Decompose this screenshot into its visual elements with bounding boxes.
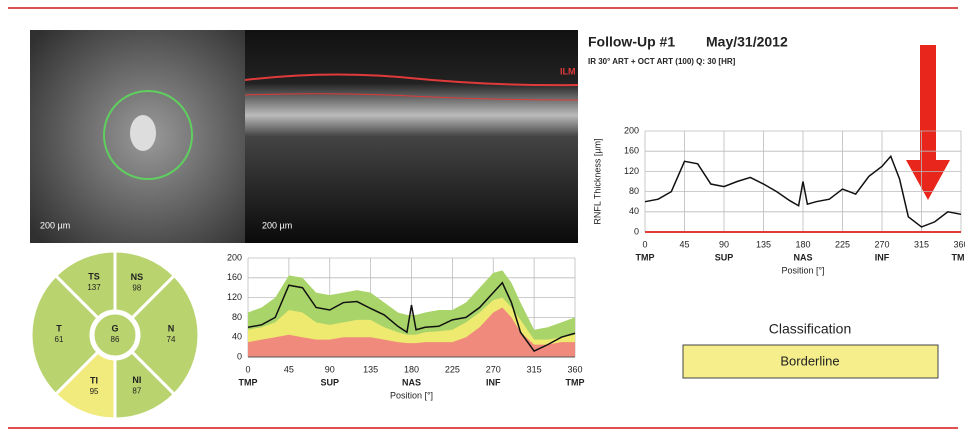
x-tick-label: 225 (445, 364, 460, 374)
x-tick-label: 90 (719, 239, 729, 249)
sector-label: NI (132, 375, 141, 385)
x-region-label: TMP (239, 377, 258, 387)
sector-value: 86 (111, 335, 120, 344)
data-line (247, 281, 576, 353)
x-axis-label: Position [°] (781, 265, 824, 275)
x-region-label: TMP (636, 252, 655, 262)
oct-scale: 200 µm (262, 220, 292, 230)
y-tick-label: 200 (227, 252, 242, 262)
sector (91, 311, 139, 359)
x-tick-label: 315 (914, 239, 929, 249)
x-tick-label: 90 (325, 364, 335, 374)
classification-label: Classification (769, 321, 851, 337)
y-tick-label: 120 (227, 292, 242, 302)
sector-value: 137 (87, 283, 101, 292)
x-region-label: TMP (566, 377, 585, 387)
x-tick-label: 135 (756, 239, 771, 249)
x-region-label: NAS (402, 377, 421, 387)
y-tick-label: 120 (624, 166, 639, 176)
arrow (906, 45, 950, 200)
x-region-label: SUP (320, 377, 339, 387)
x-tick-label: 45 (679, 239, 689, 249)
sector-label: NS (131, 272, 144, 282)
sector-value: 98 (132, 284, 141, 293)
y-tick-label: 200 (624, 125, 639, 135)
sector-value: 61 (55, 335, 64, 344)
data-line (644, 154, 962, 228)
sector-label: N (168, 323, 175, 333)
sector-label: T (56, 323, 62, 333)
header-subtitle: IR 30° ART + OCT ART (100) Q: 30 [HR] (588, 57, 736, 66)
classification-value: Borderline (780, 353, 839, 368)
y-tick-label: 40 (232, 332, 242, 342)
x-tick-label: 360 (567, 364, 582, 374)
classification-box (682, 344, 939, 379)
x-tick-label: 315 (527, 364, 542, 374)
y-tick-label: 160 (624, 146, 639, 156)
x-region-label: TMP (952, 252, 965, 262)
sector-value: 95 (90, 387, 99, 396)
x-region-label: NAS (793, 252, 812, 262)
x-tick-label: 360 (953, 239, 965, 249)
y-tick-label: 40 (629, 206, 639, 216)
y-tick-label: 0 (237, 351, 242, 361)
x-axis-label: Position [°] (390, 390, 433, 400)
sector-label: TS (88, 271, 100, 281)
fundus-scale: 200 µm (40, 220, 70, 230)
optic-disc (130, 115, 156, 151)
y-tick-label: 160 (227, 272, 242, 282)
band-area (248, 307, 575, 357)
sector-label: TI (90, 375, 98, 385)
sector-label: G (111, 323, 118, 333)
y-tick-label: 80 (629, 186, 639, 196)
x-tick-label: 180 (404, 364, 419, 374)
sector-value: 74 (167, 335, 176, 344)
header-date: May/31/2012 (706, 34, 788, 50)
oct-image (245, 30, 578, 243)
y-tick-label: 80 (232, 312, 242, 322)
header-title: Follow-Up #1 (588, 34, 675, 50)
ilm-line (244, 73, 579, 87)
x-region-label: INF (486, 377, 501, 387)
sector-chart: TS 137 NS 98 T 61 G 86 N 74 TI 95 NI 87 (29, 249, 201, 421)
rnfl-line (244, 93, 579, 101)
x-tick-label: 0 (642, 239, 647, 249)
x-region-label: INF (875, 252, 890, 262)
x-tick-label: 270 (874, 239, 889, 249)
sector (53, 349, 117, 421)
sector (113, 349, 177, 421)
y-axis-label: RNFL Thickness [µm] (592, 138, 602, 224)
sector-value: 87 (132, 387, 141, 396)
sector (29, 273, 101, 397)
x-tick-label: 270 (486, 364, 501, 374)
x-tick-label: 45 (284, 364, 294, 374)
x-tick-label: 135 (363, 364, 378, 374)
x-region-label: SUP (715, 252, 734, 262)
sector (129, 273, 201, 397)
oct-layer-label: ILM (560, 66, 576, 76)
y-tick-label: 0 (634, 226, 639, 236)
x-tick-label: 225 (835, 239, 850, 249)
x-tick-label: 0 (245, 364, 250, 374)
x-tick-label: 180 (795, 239, 810, 249)
scan-circle (103, 90, 193, 180)
